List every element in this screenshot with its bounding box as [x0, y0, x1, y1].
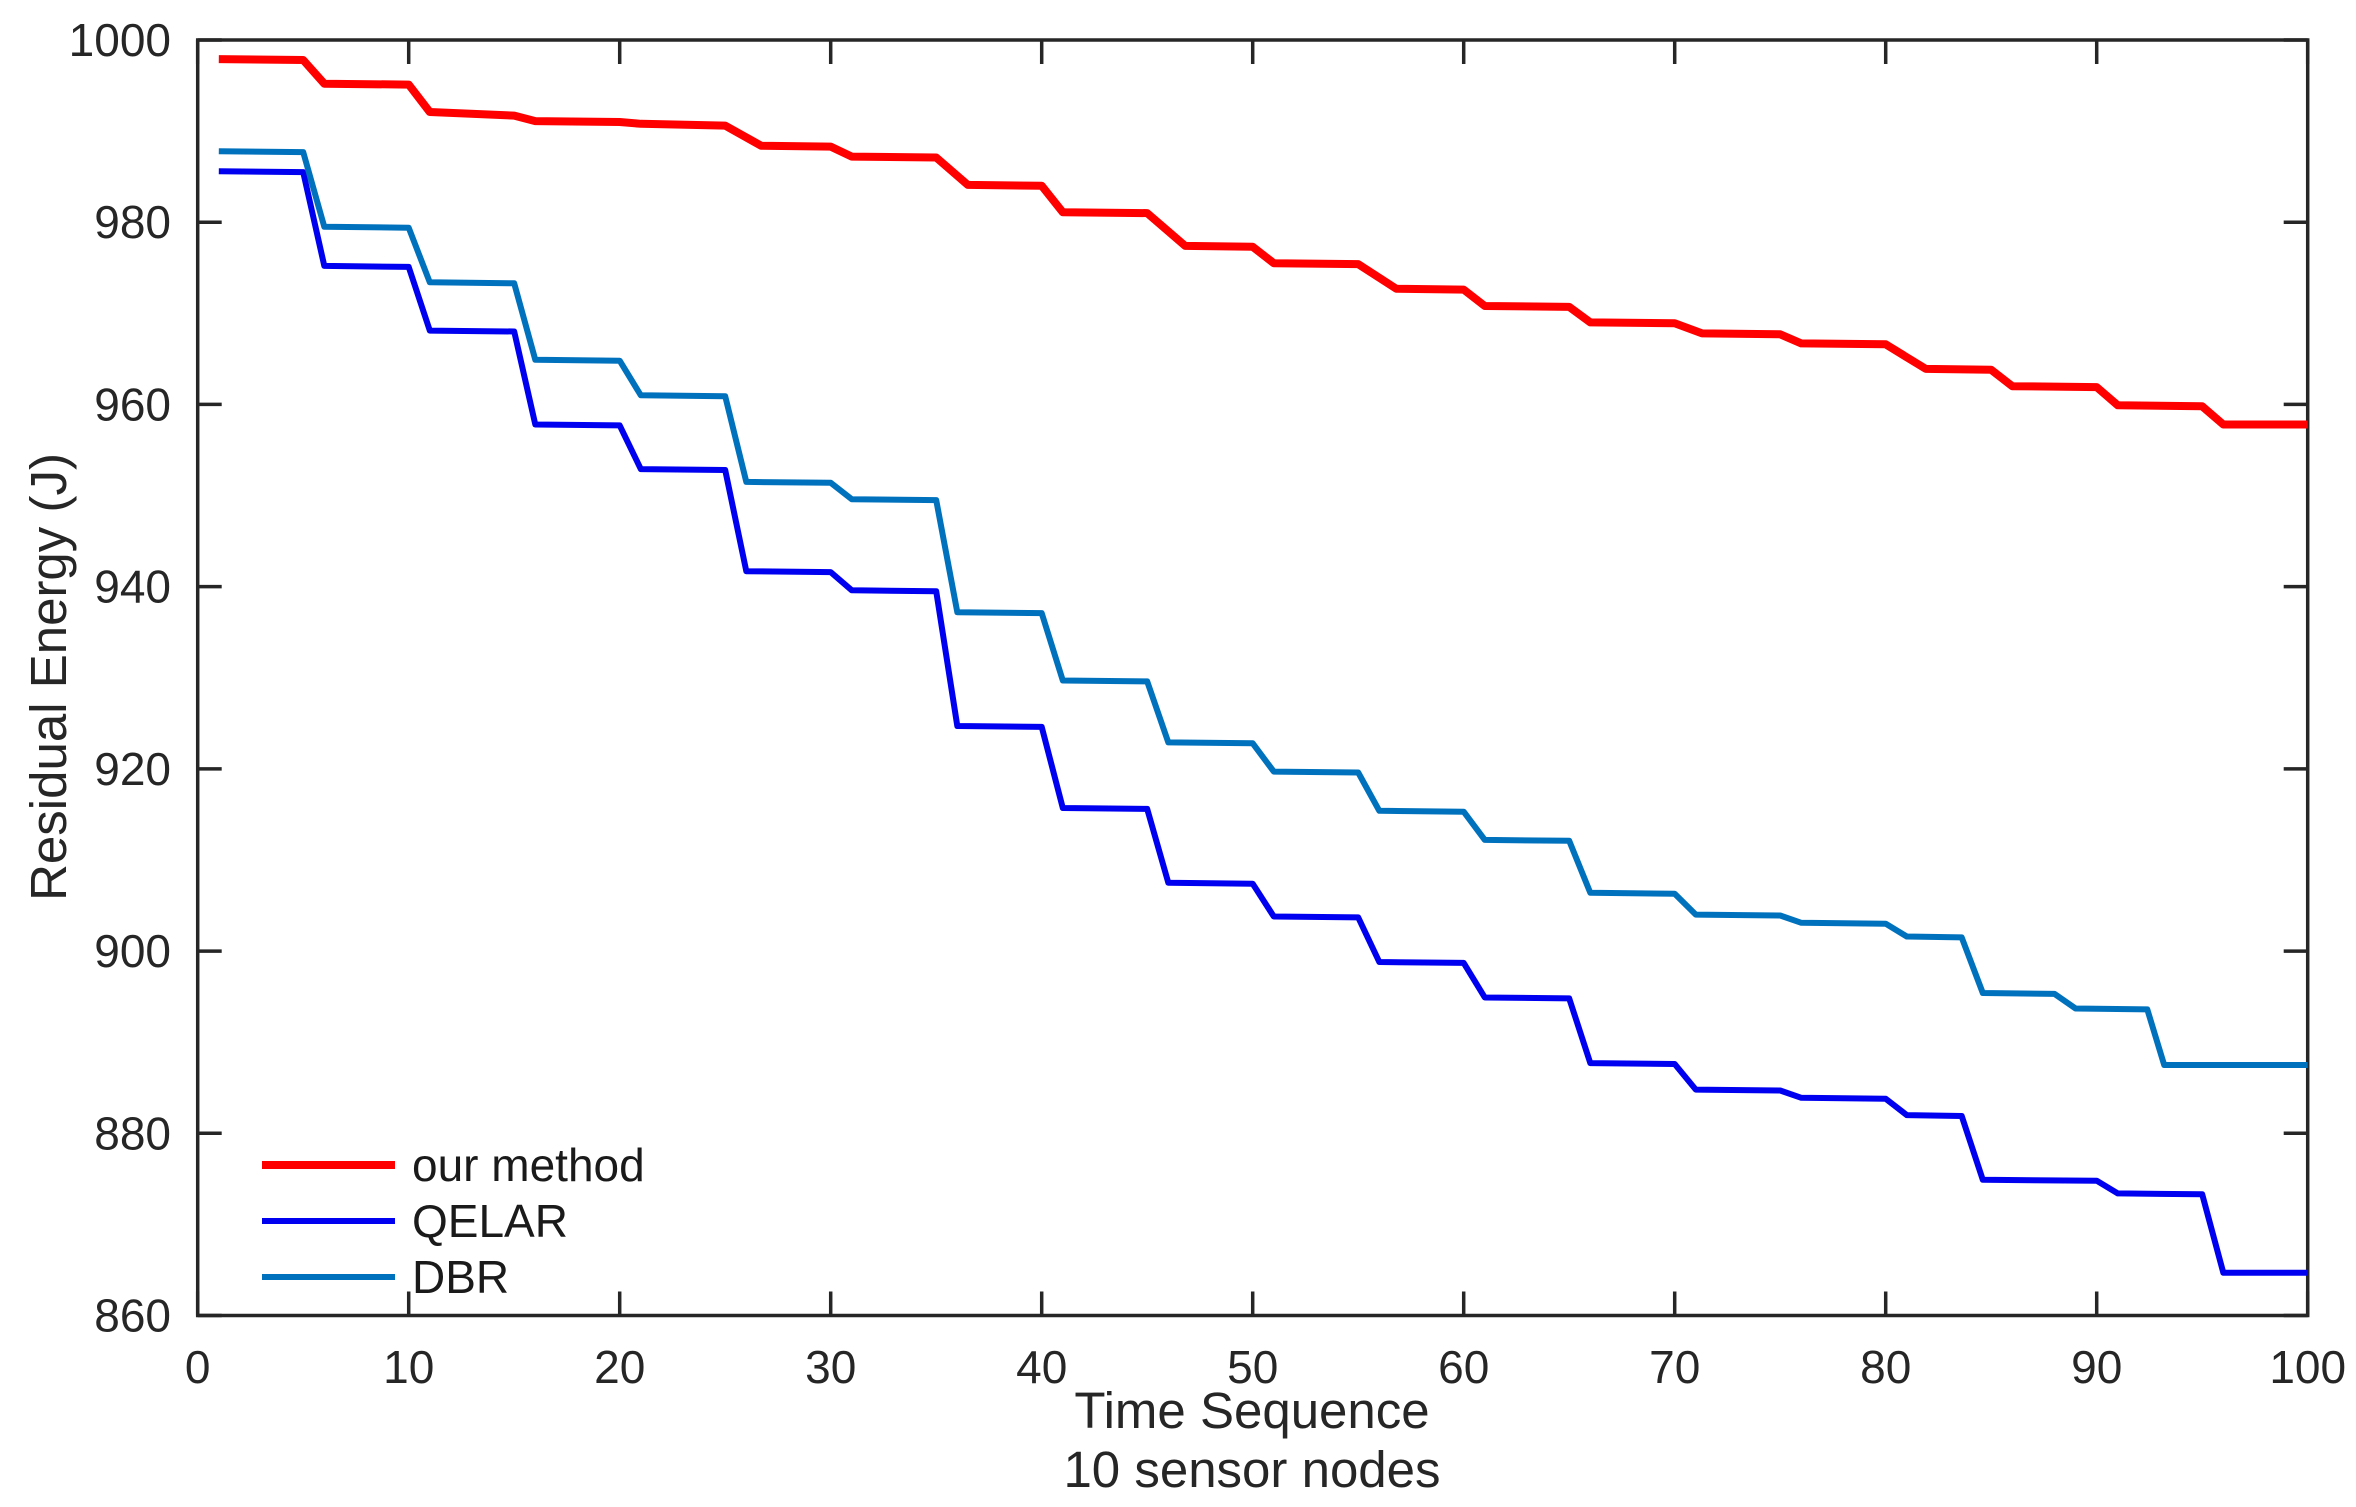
y-tick-label: 960	[94, 378, 171, 430]
x-tick-label: 30	[805, 1341, 856, 1393]
plot-frame	[195, 38, 2310, 1318]
legend-label-our-method: our method	[412, 1139, 645, 1191]
y-tick-label: 880	[94, 1107, 171, 1159]
plot-border	[195, 38, 2310, 1318]
y-axis-title: Residual Energy (J)	[20, 453, 77, 901]
series-lines	[218, 55, 2308, 1276]
x-tick-label: 0	[185, 1341, 211, 1393]
x-tick-label: 100	[2269, 1341, 2346, 1393]
x-tick-label: 40	[1016, 1341, 1067, 1393]
legend-label-qelar: QELAR	[412, 1195, 568, 1247]
y-tick-label: 940	[94, 561, 171, 613]
y-tick-label: 860	[94, 1290, 171, 1342]
legend-label-dbr: DBR	[412, 1251, 509, 1303]
x-tick-label: 10	[383, 1341, 434, 1393]
y-tick-label: 1000	[69, 14, 171, 66]
y-tick-label: 920	[94, 743, 171, 795]
x-tick-label: 70	[1649, 1341, 1700, 1393]
tick-marks	[195, 38, 2310, 1318]
x-tick-label: 60	[1438, 1341, 1489, 1393]
x-tick-label: 50	[1227, 1341, 1278, 1393]
x-axis-subtitle: 10 sensor nodes	[1063, 1441, 1440, 1498]
x-axis-title: Time Sequence	[1074, 1382, 1429, 1439]
y-tick-label: 900	[94, 925, 171, 977]
x-tick-label: 80	[1860, 1341, 1911, 1393]
series-line-qelar	[218, 168, 2308, 1276]
y-tick-label: 980	[94, 196, 171, 248]
series-line-our-method	[218, 55, 2308, 429]
series-line-dbr	[218, 148, 2308, 1068]
tick-labels: 0 10 20 30 40 50 60 70 80 90 100 860 880 900 920 940 960…	[69, 14, 2346, 1393]
x-tick-label: 20	[594, 1341, 645, 1393]
x-tick-label: 90	[2071, 1341, 2122, 1393]
